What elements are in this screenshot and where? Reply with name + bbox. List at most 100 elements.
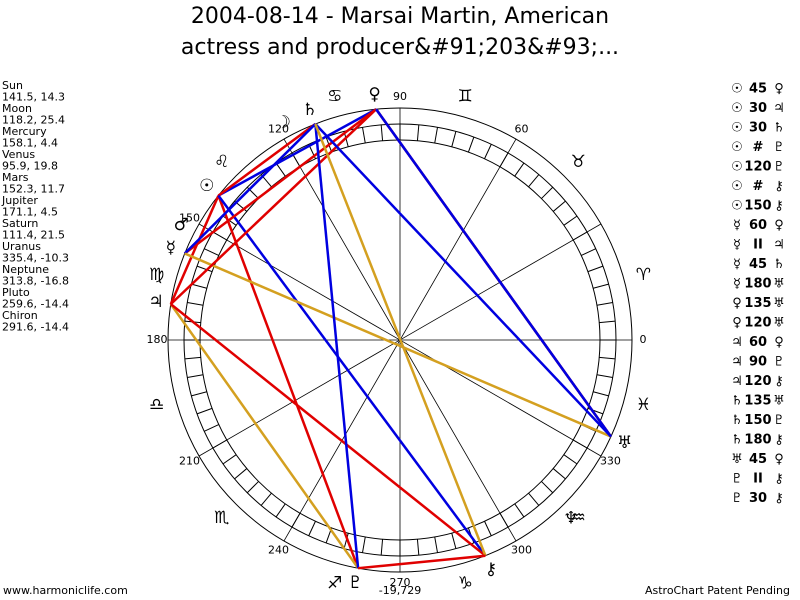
aspect-to: ♅ bbox=[773, 296, 785, 311]
planet-name: Moon bbox=[2, 102, 32, 115]
planet-glyph: ♅ bbox=[617, 433, 632, 453]
sign-glyph: ♈ bbox=[636, 265, 651, 285]
degree-label: 60 bbox=[515, 123, 529, 136]
planet-glyph: ♄ bbox=[302, 100, 317, 120]
degree-tick bbox=[451, 131, 457, 147]
planet-glyph: ☽ bbox=[276, 112, 291, 132]
degree-tick bbox=[416, 539, 420, 556]
footer-link[interactable]: www.harmoniclife.com bbox=[3, 584, 128, 597]
planet-name: Venus bbox=[2, 148, 35, 161]
aspect-to: ⚷ bbox=[774, 491, 784, 506]
aspect-line bbox=[184, 252, 612, 438]
aspect-from: ☉ bbox=[731, 121, 743, 136]
degree-tick bbox=[416, 124, 420, 141]
planet-glyph: ♀ bbox=[368, 84, 380, 104]
planet-coords: 118.2, 25.4 bbox=[2, 114, 65, 127]
degree-tick bbox=[514, 162, 525, 177]
aspect-from: ☉ bbox=[731, 179, 743, 194]
degree-label: 120 bbox=[268, 123, 289, 136]
degree-tick bbox=[343, 533, 349, 549]
degree-tick bbox=[260, 492, 272, 506]
aspect-line bbox=[183, 108, 377, 255]
planet-coords: 171.1, 4.5 bbox=[2, 206, 58, 219]
sign-glyph: ♐ bbox=[327, 573, 342, 593]
aspect-to: ♃ bbox=[773, 238, 785, 253]
degree-tick bbox=[308, 521, 316, 536]
aspect-to: ⚷ bbox=[774, 433, 784, 448]
aspect-from: ☉ bbox=[731, 140, 743, 155]
degree-tick bbox=[187, 301, 204, 306]
aspect-from: ♄ bbox=[731, 394, 743, 409]
aspect-type: # bbox=[753, 179, 764, 194]
planet-name: Pluto bbox=[2, 286, 30, 299]
aspect-line bbox=[170, 303, 487, 557]
degree-tick bbox=[587, 265, 604, 273]
planet-coords: 313.8, -16.8 bbox=[2, 275, 69, 288]
degree-tick bbox=[196, 407, 213, 415]
sign-glyph: ♊ bbox=[458, 87, 473, 107]
aspect-to: ♀ bbox=[774, 82, 784, 97]
aspect-type: # bbox=[753, 140, 764, 155]
degree-tick bbox=[563, 454, 578, 465]
degree-tick bbox=[593, 283, 609, 289]
planet-glyph: ♃ bbox=[148, 292, 163, 312]
aspect-from: ♀ bbox=[732, 316, 742, 331]
aspect-type: 60 bbox=[749, 218, 767, 233]
aspect-from: ☿ bbox=[733, 218, 741, 233]
aspect-type: 30 bbox=[749, 491, 767, 506]
degree-tick bbox=[599, 320, 616, 324]
title-line: actress and producer&#91;203&#93;... bbox=[181, 35, 619, 60]
sign-glyph: ♋ bbox=[327, 87, 342, 107]
aspect-type: 45 bbox=[749, 257, 767, 272]
aspect-type: 60 bbox=[749, 335, 767, 350]
degree-label: 300 bbox=[511, 543, 532, 556]
planet-name: Uranus bbox=[2, 240, 41, 253]
degree-tick bbox=[275, 162, 286, 177]
degree-tick bbox=[204, 248, 219, 256]
planet-glyph: ♆ bbox=[563, 508, 578, 528]
degree-tick bbox=[275, 503, 286, 518]
aspect-line bbox=[169, 108, 378, 306]
planet-coords: 158.1, 4.4 bbox=[2, 137, 58, 150]
planet-coords: 95.9, 19.8 bbox=[2, 160, 58, 173]
degree-label: 330 bbox=[600, 455, 621, 468]
degree-label: 90 bbox=[393, 90, 407, 103]
aspect-to: ⚷ bbox=[774, 199, 784, 214]
aspect-to: ♀ bbox=[774, 452, 784, 467]
planet-glyph: ⚷ bbox=[485, 560, 497, 580]
degree-tick bbox=[204, 424, 219, 432]
aspect-line bbox=[169, 303, 360, 569]
degree-tick bbox=[184, 356, 201, 360]
aspect-from: ♄ bbox=[731, 413, 743, 428]
aspect-from: ♇ bbox=[731, 472, 743, 487]
aspect-from: ♄ bbox=[731, 433, 743, 448]
aspect-to: ♇ bbox=[773, 140, 785, 155]
degree-label: 210 bbox=[179, 455, 200, 468]
aspect-to: ⚷ bbox=[774, 179, 784, 194]
degree-tick bbox=[380, 539, 384, 556]
aspect-type: 30 bbox=[749, 121, 767, 136]
planet-glyph: ☉ bbox=[199, 176, 214, 196]
footer-note: AstroChart Patent Pending bbox=[645, 584, 790, 597]
planet-name: Chiron bbox=[2, 309, 38, 322]
aspect-line bbox=[357, 554, 486, 570]
aspect-to: ♇ bbox=[773, 355, 785, 370]
planet-glyph: ☿ bbox=[166, 238, 176, 258]
degree-label: 270 bbox=[390, 576, 411, 589]
degree-tick bbox=[596, 374, 613, 379]
aspect-from: ♅ bbox=[731, 452, 743, 467]
degree-tick bbox=[191, 283, 207, 289]
planet-glyph: ♂ bbox=[174, 215, 189, 235]
aspect-type: 135 bbox=[744, 394, 771, 409]
planet-name: Sun bbox=[2, 79, 23, 92]
aspect-type: 45 bbox=[749, 452, 767, 467]
planet-name: Saturn bbox=[2, 217, 38, 230]
degree-tick bbox=[222, 454, 237, 465]
planet-coords: 152.3, 11.7 bbox=[2, 183, 65, 196]
sign-glyph: ♉ bbox=[571, 152, 586, 172]
aspect-to: ♅ bbox=[773, 394, 785, 409]
aspect-from: ♃ bbox=[731, 335, 743, 350]
degree-tick bbox=[593, 391, 609, 397]
degree-tick bbox=[361, 536, 366, 553]
planet-name: Neptune bbox=[2, 263, 49, 276]
